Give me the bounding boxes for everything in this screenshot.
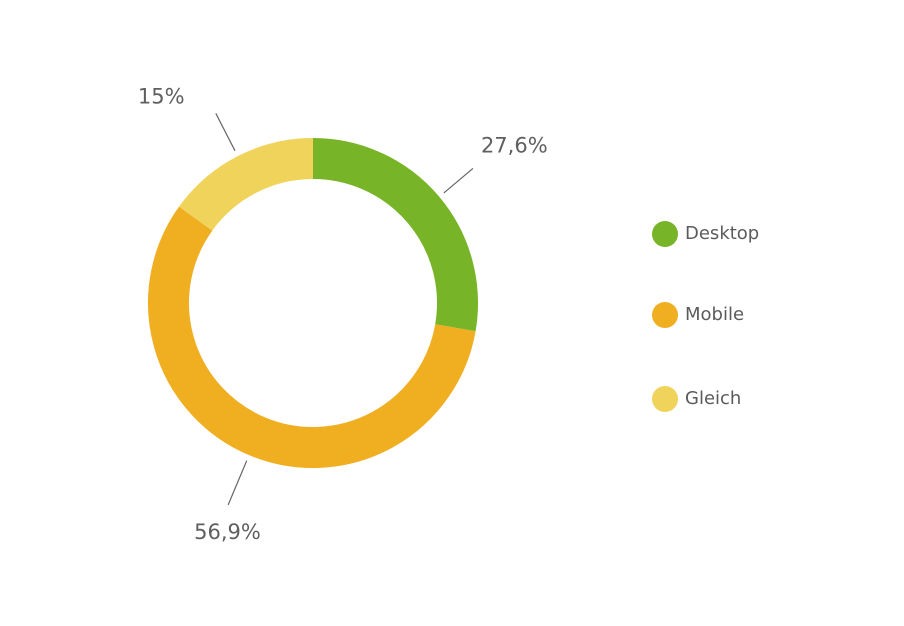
slice-label-mobile: 56,9% (194, 520, 261, 544)
legend-label-gleich: Gleich (685, 388, 741, 409)
slice-desktop (312, 138, 478, 332)
slice-gleich (179, 138, 314, 232)
legend-swatch-mobile (652, 302, 678, 328)
legend-label-mobile: Mobile (685, 304, 744, 325)
legend-item-gleich: Gleich (652, 386, 741, 412)
slice-label-desktop: 27,6% (481, 133, 548, 157)
leader-line-mobile (227, 460, 248, 506)
leader-line-desktop (443, 168, 474, 194)
legend-item-mobile: Mobile (652, 302, 744, 328)
legend-swatch-desktop (652, 221, 678, 247)
slice-label-gleich: 15% (138, 84, 185, 108)
legend-label-desktop: Desktop (685, 223, 759, 244)
slice-mobile (148, 206, 476, 468)
legend-swatch-gleich (652, 386, 678, 412)
legend-item-desktop: Desktop (652, 221, 759, 247)
leader-line-gleich (215, 113, 236, 152)
legend: Desktop Mobile Gleich (652, 221, 759, 412)
slices-group (148, 138, 478, 468)
slice-labels-group: 27,6% 56,9% 15% (138, 84, 548, 543)
